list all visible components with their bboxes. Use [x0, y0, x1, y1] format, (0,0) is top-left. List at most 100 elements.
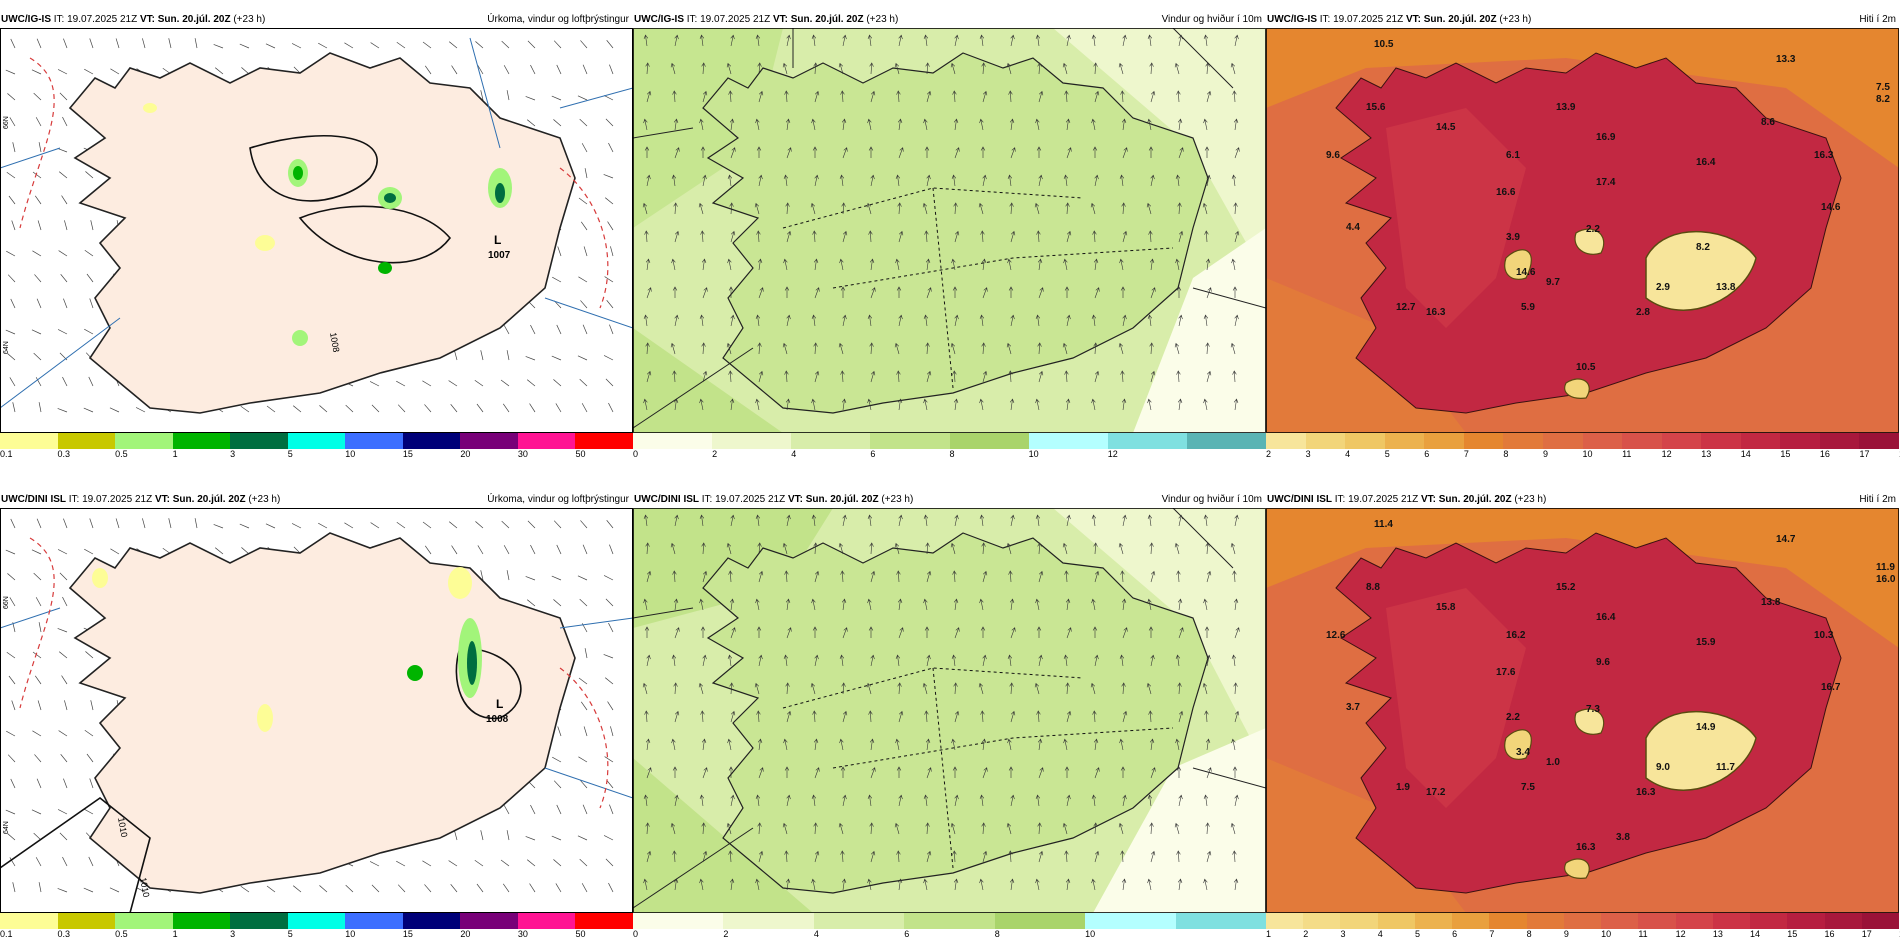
- wind-arrow: [926, 287, 932, 299]
- wind-arrow: [755, 598, 760, 611]
- wind-arrow: [755, 34, 761, 47]
- wind-arrow: [782, 822, 788, 835]
- wind-barb: [84, 548, 94, 555]
- wind-arrow: [1008, 286, 1014, 298]
- wind-arrow: [1008, 90, 1013, 103]
- wind-barb: [369, 861, 380, 867]
- wind-barb: [33, 352, 42, 361]
- wind-barb: [551, 575, 562, 581]
- wind-barb: [58, 250, 68, 257]
- wind-arrow: [1066, 514, 1071, 527]
- wind-barb: [5, 809, 16, 815]
- valid-time: Sun. 20.júl. 20Z: [172, 494, 246, 505]
- wind-arrow: [866, 202, 872, 215]
- wind-arrow: [730, 514, 735, 527]
- wind-arrow: [923, 878, 928, 891]
- wind-arrow: [950, 542, 956, 555]
- wind-arrow: [954, 230, 960, 243]
- wind-arrow: [727, 258, 732, 271]
- wind-arrow: [1008, 766, 1014, 778]
- colorbar-tick: 8: [994, 929, 1000, 939]
- wind-arrow: [982, 654, 987, 667]
- colorbar-swatch: [870, 433, 950, 449]
- wind-arrow: [1122, 627, 1128, 639]
- wind-barb: [34, 754, 42, 763]
- wind-arrow: [1035, 514, 1041, 527]
- wind-arrow: [1233, 682, 1238, 695]
- wind-arrow: [870, 174, 875, 187]
- wind-arrow: [951, 258, 956, 271]
- wind-arrow: [642, 202, 648, 215]
- wind-arrow: [1036, 710, 1041, 723]
- wind-arrow: [757, 342, 762, 355]
- wind-barb: [34, 274, 42, 283]
- wind-barb: [610, 726, 614, 737]
- wind-arrow: [1202, 682, 1208, 695]
- wind-barb: [58, 730, 68, 737]
- wind-arrow: [979, 794, 985, 807]
- colorbar-swatch: [1107, 433, 1187, 449]
- wind-barb: [135, 407, 146, 413]
- wind-arrow: [1231, 738, 1236, 751]
- wind-barb: [11, 220, 16, 231]
- wind-arrow: [1065, 118, 1071, 131]
- wind-arrow: [925, 62, 930, 75]
- wind-arrow: [896, 766, 902, 778]
- wind-barb: [476, 883, 484, 893]
- precip-map: L 1008 1010 1010 66N 64N: [0, 508, 633, 913]
- wind-arrow: [840, 90, 845, 103]
- wind-arrow: [814, 654, 819, 667]
- wind-arrow: [839, 258, 844, 271]
- wind-arrow: [980, 710, 985, 723]
- wind-barb: [529, 403, 536, 413]
- wind-arrow: [1009, 878, 1015, 891]
- wind-arrow: [645, 342, 650, 355]
- panel-header: UWC/IG-IS IT: 19.07.2025 21Z VT: Sun. 20…: [633, 12, 1266, 28]
- wind-arrow: [1092, 230, 1097, 243]
- colorbar-swatch: [460, 433, 518, 449]
- wind-arrow: [1205, 738, 1211, 751]
- wind-arrow: [811, 398, 816, 411]
- colorbar-swatch: [1414, 913, 1453, 929]
- wind-arrow: [841, 682, 846, 695]
- colorbar-swatch: [1861, 913, 1899, 929]
- colorbar-swatch: [517, 433, 576, 449]
- wind-arrow: [1147, 878, 1152, 891]
- colorbar-tick: 17: [1861, 929, 1872, 939]
- wind-arrow: [952, 90, 957, 103]
- wind-arrow: [1175, 258, 1180, 271]
- wind-arrow: [867, 398, 872, 411]
- wind-arrow: [1064, 370, 1069, 383]
- wind-barb: [86, 273, 94, 283]
- wind-barb: [608, 142, 614, 153]
- wind-arrow: [980, 230, 985, 243]
- wind-arrow: [952, 766, 958, 778]
- wind-arrow: [952, 286, 958, 298]
- wind-arrow: [841, 878, 847, 891]
- wind-arrow: [1149, 258, 1155, 271]
- wind-arrow: [1066, 794, 1071, 807]
- colorbar-swatch: [1787, 913, 1825, 929]
- wind-arrow: [1120, 570, 1125, 583]
- lead-time: (+23 h): [866, 14, 899, 25]
- wind-arrow: [784, 90, 789, 103]
- wind-arrow: [926, 174, 931, 187]
- wind-arrow: [1094, 174, 1099, 187]
- wind-arrow: [1062, 822, 1068, 835]
- wind-arrow: [701, 258, 707, 271]
- wind-arrow: [1203, 118, 1208, 131]
- wind-arrow: [645, 258, 651, 271]
- wind-arrow: [1010, 710, 1016, 723]
- issue-time: 19.07.2025 21Z: [67, 14, 138, 25]
- wind-barb: [6, 651, 16, 659]
- colorbar-tick: 3: [1305, 449, 1311, 459]
- issue-time: 19.07.2025 21Z: [82, 494, 153, 505]
- wind-barb: [553, 379, 562, 387]
- wind-arrow: [1178, 710, 1184, 723]
- wind-arrow: [954, 34, 959, 47]
- wind-barb: [582, 64, 588, 75]
- temp-value: 9.7: [1546, 277, 1560, 288]
- wind-barb: [608, 882, 614, 893]
- wind-barb: [527, 520, 536, 529]
- wind-arrow: [812, 626, 818, 638]
